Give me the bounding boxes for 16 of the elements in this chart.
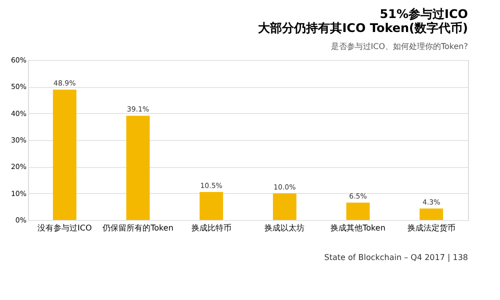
bar [200,192,224,220]
text: 51%参与过ICO [380,7,468,21]
text: 大部分仍持有其ICO Token(数字代币) [258,21,468,35]
bar [346,202,370,220]
bar [420,208,444,220]
bar [126,116,150,220]
x-tick-label: 仍保留所有的Token [102,224,174,232]
x-tick-label: 换成法定货币 [407,224,456,232]
chart-subtitle: 是否参与过ICO、如何处理你的Token? [330,42,468,51]
bar [52,90,76,220]
x-tick-label: 换成比特币 [191,224,232,232]
text: State of Blockchain – Q4 2017 | 138 [324,253,468,262]
x-tick-label: 换成以太坊 [264,224,305,232]
x-tick-label: 换成其他Token [330,224,386,232]
bar [272,193,296,220]
x-tick-label: 没有参与过ICO [38,224,92,232]
